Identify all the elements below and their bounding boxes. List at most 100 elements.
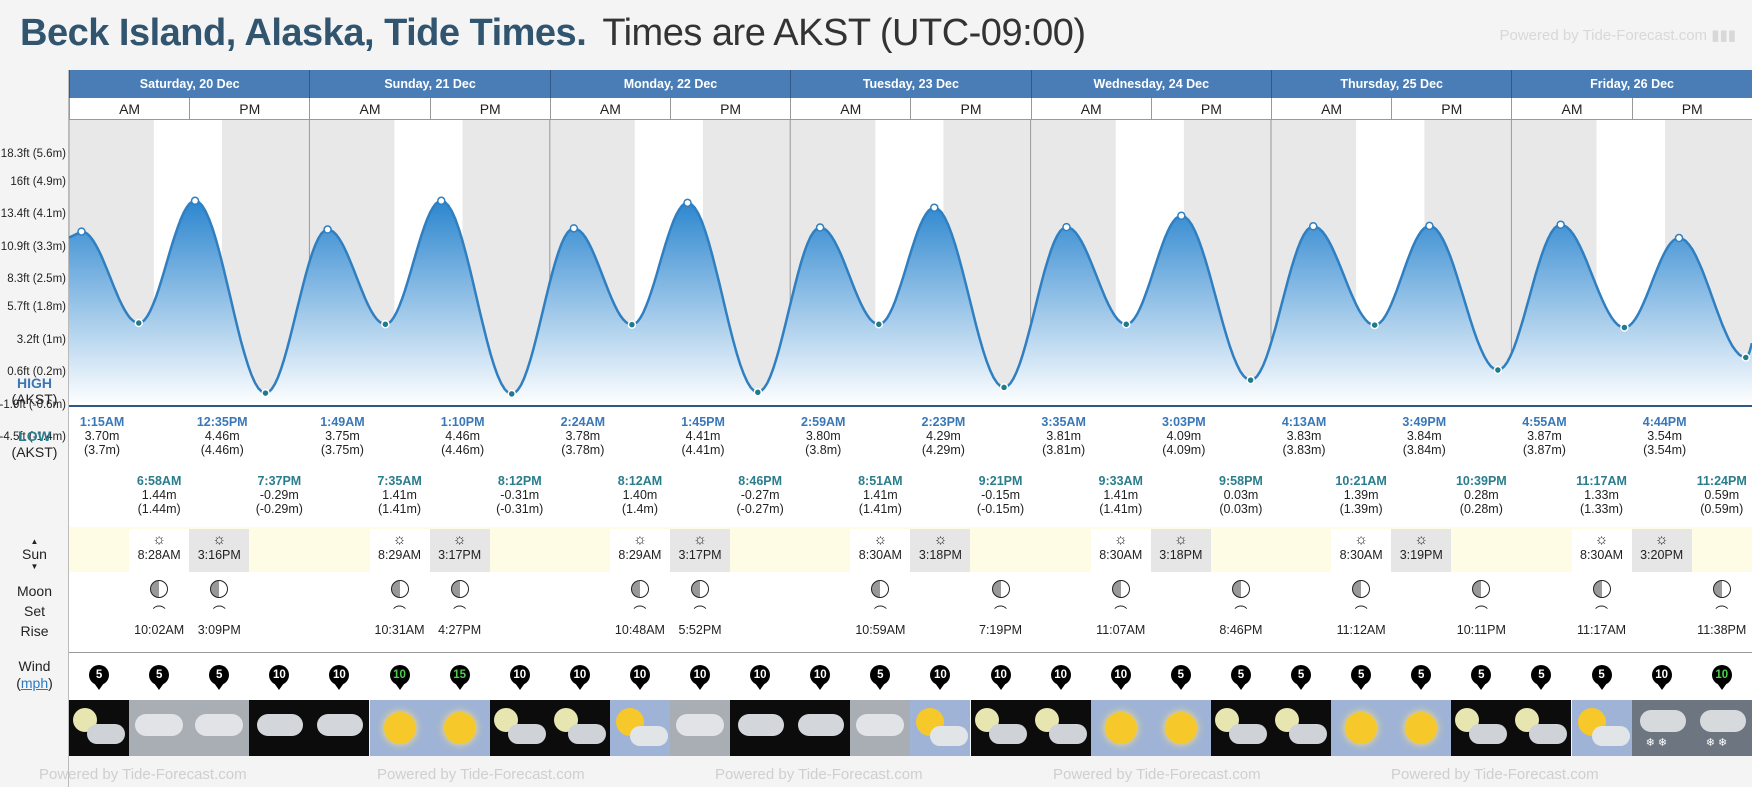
moonrise-icon: ⌒ (873, 605, 887, 620)
moonrise-icon: ⌒ (1595, 605, 1609, 620)
pm-label: PM (429, 98, 550, 120)
powered-by-top[interactable]: Powered by Tide-Forecast.com ▮▮▮ (1499, 27, 1736, 44)
low-tide-point[interactable] (507, 389, 516, 399)
high-tide-time: 2:23PM (921, 415, 966, 429)
low-tide-time: 10:39PM (1455, 474, 1507, 488)
wind-indicator: 10 (629, 665, 654, 690)
high-tide-point[interactable] (437, 196, 446, 206)
low-tide-cell: 11:24PM 0.59m (0.59m) (1692, 474, 1752, 516)
high-tide-time: 2:24AM (560, 415, 606, 429)
y-axis-label: 8.3ft (2.5m) (7, 273, 66, 286)
high-tide-point[interactable] (1177, 211, 1186, 221)
sunset-cell: ☼ 3:20PM (1632, 532, 1692, 563)
moon-phase-icon (871, 580, 890, 598)
low-tide-point[interactable] (627, 320, 637, 329)
high-tide-time: 3:35AM (1041, 415, 1086, 429)
moon-phase-icon (1111, 580, 1130, 598)
wind-indicator: 10 (1050, 665, 1075, 690)
low-tide-point[interactable] (1246, 375, 1255, 385)
low-tide-height: -0.31m (500, 488, 540, 502)
low-tide-point[interactable] (874, 320, 884, 329)
sunrise-cell: ☼ 8:30AM (1331, 532, 1391, 563)
day-header: Saturday, 20 Dec (69, 70, 310, 98)
wind-direction-arrow (1115, 683, 1126, 690)
sunrise-time: 8:30AM (1580, 548, 1624, 562)
high-tide-height-paren: (3.78m) (561, 443, 605, 457)
moon-cell: ⌒ 11:12AM (1331, 580, 1391, 637)
wind-indicator: 5 (1351, 665, 1375, 690)
high-tide-point[interactable] (815, 223, 825, 232)
high-tide-point[interactable] (1308, 222, 1318, 231)
wind-direction-arrow (1656, 683, 1667, 690)
low-tide-point[interactable] (1620, 323, 1629, 332)
moon-time: 11:38PM (1697, 623, 1747, 637)
high-tide-height: 3.75m (325, 429, 360, 443)
moon-border (69, 652, 1752, 653)
high-tide-point[interactable] (683, 198, 692, 208)
sunrise-time: 8:29AM (618, 548, 662, 562)
wind-indicator: 5 (89, 665, 113, 690)
sunset-cell: ☼ 3:18PM (910, 532, 970, 563)
high-tide-point[interactable] (77, 227, 86, 236)
moonrise-icon: ⌒ (693, 605, 707, 620)
page-title: Beck Island, Alaska, Tide Times. Times a… (20, 12, 1086, 55)
high-tide-time: 1:10PM (440, 415, 485, 429)
high-tide-point[interactable] (1674, 233, 1684, 243)
moonrise-label: Rise (20, 623, 49, 639)
moon-cell: ⌒ 11:07AM (1091, 580, 1151, 637)
am-label: AM (549, 98, 670, 120)
wind-speed: 5 (1531, 665, 1552, 685)
wind-indicator: 10 (509, 665, 534, 690)
wind-speed: 10 (810, 665, 831, 685)
high-tide-point[interactable] (930, 203, 939, 212)
moonrise-icon: ⌒ (1474, 605, 1488, 620)
high-tide-time: 3:49PM (1402, 415, 1447, 429)
sunset-cell-bg (189, 529, 250, 572)
moon-row-label: Moon Set Rise (0, 581, 69, 641)
low-tide-point[interactable] (1493, 365, 1503, 375)
low-tide-point[interactable] (134, 318, 144, 328)
wind-indicator: 10 (990, 665, 1015, 690)
moon-cloud-icon (1210, 700, 1271, 756)
low-tide-point[interactable] (1370, 320, 1379, 330)
sunrise-time: 8:29AM (378, 548, 422, 562)
moon-phase-icon (991, 580, 1010, 598)
high-tide-point[interactable] (1425, 221, 1434, 231)
moon-time: 3:09PM (197, 623, 241, 637)
high-tide-point[interactable] (190, 196, 200, 206)
row-labels-column: 18.3ft (5.6m) 16ft (4.9m) 13.4ft (4.1m) 10.… (0, 70, 69, 787)
sunset-cell: ☼ 3:19PM (1391, 532, 1451, 563)
low-tide-point[interactable] (381, 320, 390, 329)
sunrise-time: 8:30AM (858, 548, 902, 562)
sunrise-cell: ☼ 8:28AM (129, 531, 189, 563)
sun-label: Sun (22, 546, 47, 562)
high-tide-point[interactable] (323, 225, 332, 234)
high-tide-point[interactable] (569, 224, 579, 233)
moon-phase-icon (1231, 580, 1250, 598)
high-tide-time: 4:13AM (1281, 415, 1327, 429)
low-tide-point[interactable] (1741, 353, 1751, 362)
low-tide-cell: 9:21PM -0.15m (-0.15m) (971, 474, 1031, 516)
moon-cell: ⌒ 3:09PM (189, 580, 249, 637)
high-row-label: HIGH (AKST) (0, 375, 69, 407)
wind-label: Wind (18, 658, 51, 674)
moon-row-bg (69, 572, 1752, 652)
high-tide-point[interactable] (1062, 222, 1071, 232)
wind-unit-link[interactable]: mph (20, 675, 49, 691)
low-tide-point[interactable] (261, 388, 270, 398)
low-tide-point[interactable] (1122, 320, 1131, 329)
high-tide-point[interactable] (1556, 220, 1565, 229)
high-tide-height: 4.46m (445, 429, 481, 443)
sunrise-icon: ☼ (152, 531, 167, 548)
wind-indicator: 5 (209, 665, 233, 690)
low-tide-point[interactable] (999, 383, 1009, 392)
low-tide-point[interactable] (753, 388, 763, 397)
wind-indicator: 5 (1531, 665, 1555, 690)
wind-indicator: 5 (1591, 665, 1616, 690)
wind-speed: 10 (930, 665, 951, 685)
wind-direction-arrow (394, 683, 405, 690)
sunset-time: 3:20PM (1640, 548, 1684, 562)
wind-speed: 5 (1230, 665, 1251, 685)
high-tide-cell: 4:55AM 3.87m (3.87m) (1511, 415, 1577, 457)
low-tide-height-paren: (-0.15m) (976, 502, 1025, 516)
